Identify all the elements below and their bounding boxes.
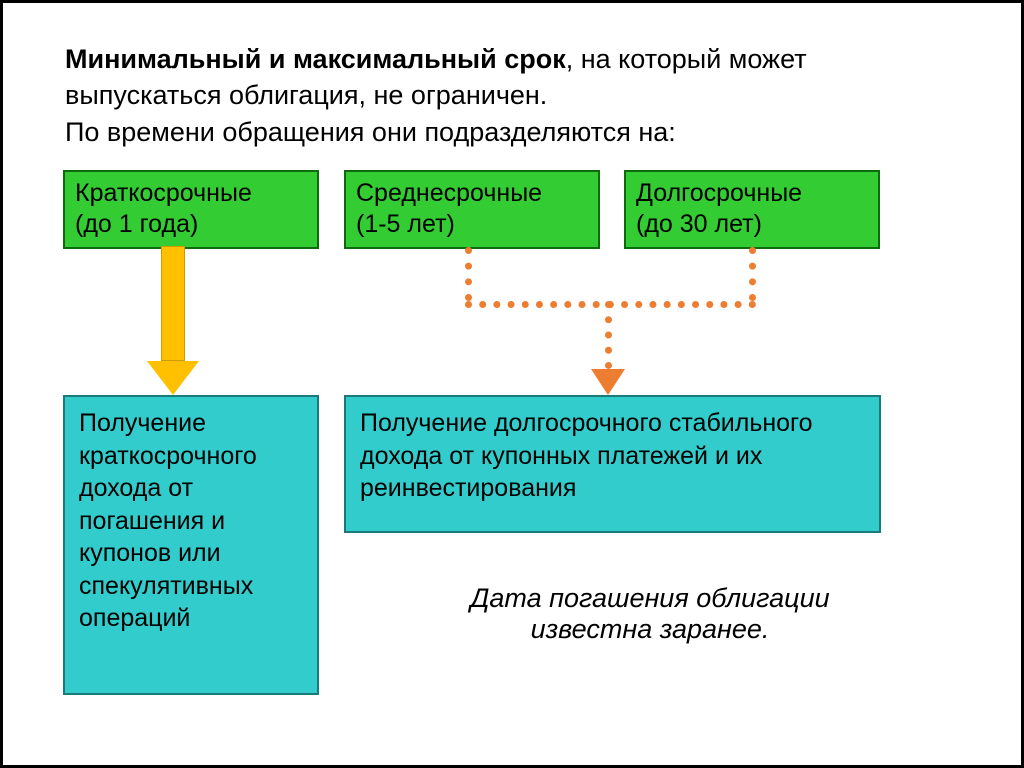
heading-line2: По времени обращения они подразделяются … [65, 117, 676, 147]
top-box-line1: Среднесрочные [356, 179, 542, 207]
top-box-2: Долгосрочные (до 30 лет) [624, 170, 880, 249]
top-box-line1: Краткосрочные [75, 179, 252, 207]
cyan-right-text: Получение долгосрочного стабильного дохо… [360, 409, 813, 502]
top-box-1: Среднесрочные (1-5 лет) [344, 170, 600, 249]
dash-vertical-down [605, 301, 612, 369]
top-box-line2: (1-5 лет) [356, 210, 455, 238]
arrow-shaft [161, 246, 185, 361]
top-box-line2: (до 30 лет) [636, 210, 762, 238]
top-box-0: Краткосрочные (до 1 года) [63, 170, 319, 249]
arrow-head-icon [147, 361, 199, 395]
footnote-text: Дата погашения облигации известна заране… [415, 583, 885, 645]
heading-bold: Минимальный и максимальный срок [65, 44, 566, 74]
heading-text: Минимальный и максимальный срок, на кото… [65, 41, 945, 150]
cyan-left-text: Получение краткосрочного дохода от погаш… [79, 409, 257, 632]
dash-vertical-left [465, 247, 472, 301]
footnote-span: Дата погашения облигации известна заране… [470, 583, 829, 644]
top-box-line2: (до 1 года) [75, 210, 198, 238]
dash-vertical-right [749, 247, 756, 301]
cyan-box-right: Получение долгосрочного стабильного дохо… [344, 395, 881, 533]
top-box-line1: Долгосрочные [636, 179, 802, 207]
cyan-box-left: Получение краткосрочного дохода от погаш… [63, 395, 319, 695]
orange-arrow-head-icon [591, 369, 625, 395]
